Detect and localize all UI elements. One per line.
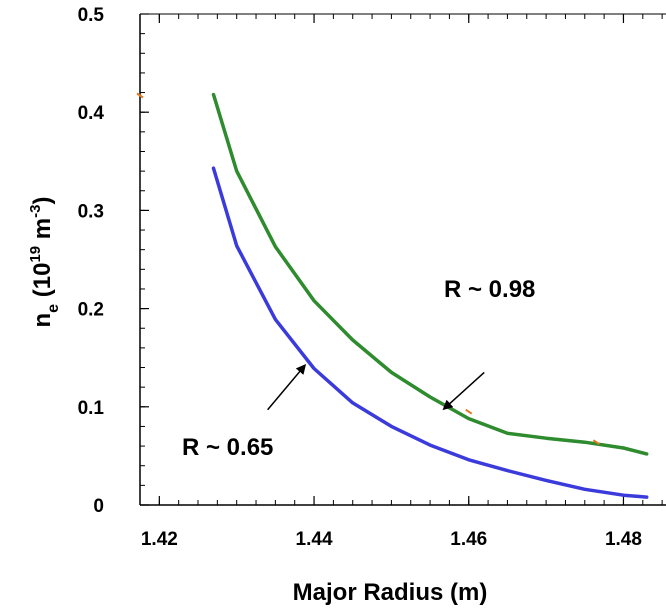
y-tick-label: 0.1 [78, 398, 105, 419]
stray-mark [592, 439, 600, 445]
y-tick-label: 0 [93, 496, 104, 517]
annotation-arrow-1 [267, 364, 307, 411]
x-tick-label: 1.46 [450, 529, 487, 550]
annotations: R ~ 0.98 R ~ 0.65 [182, 276, 535, 461]
x-tick-label: 1.48 [605, 529, 642, 550]
y-tick-label: 0.4 [78, 103, 105, 124]
series-line-1 [211, 166, 649, 499]
x-tick-label: 1.44 [296, 529, 333, 550]
axis-ticks [139, 13, 663, 506]
annotation-label-0: R ~ 0.98 [444, 276, 535, 303]
y-tick-label: 0.5 [78, 5, 105, 26]
annotation-arrow-0 [442, 371, 485, 411]
y-tick-label: 0.2 [78, 300, 104, 321]
tick-labels: 1.42 1.44 1.46 1.48 0 0.1 0.2 0.3 0.4 0.5 [78, 5, 642, 550]
y-tick-label: 0.3 [78, 201, 104, 222]
series-layer [211, 92, 649, 499]
stray-marks [136, 92, 600, 445]
annotation-label-1: R ~ 0.65 [182, 434, 273, 461]
series-line-0 [211, 92, 649, 456]
stray-mark [465, 408, 473, 415]
stray-mark [136, 92, 144, 99]
x-tick-label: 1.42 [141, 529, 178, 550]
y-axis-title: ne (1019 m-3) [27, 197, 62, 328]
x-axis-title: Major Radius (m) [293, 579, 488, 606]
